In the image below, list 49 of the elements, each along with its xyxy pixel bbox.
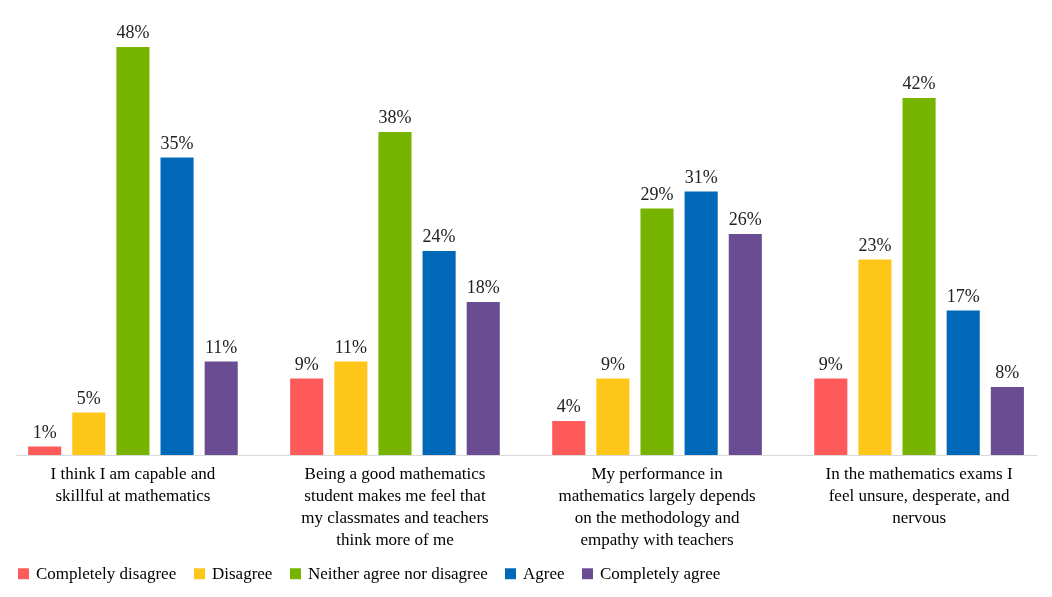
data-label: 9%	[818, 353, 843, 374]
bar	[946, 310, 980, 455]
bar	[422, 251, 456, 455]
data-label: 5%	[76, 387, 101, 408]
legend-label: Agree	[523, 563, 565, 583]
legend-label: Completely agree	[600, 563, 721, 583]
data-label: 48%	[116, 22, 150, 42]
bar	[290, 378, 324, 455]
bar	[466, 302, 500, 455]
data-label: 35%	[160, 132, 194, 153]
bar	[28, 446, 62, 455]
bar	[596, 378, 630, 455]
legend-label: Completely disagree	[36, 563, 177, 583]
bar	[640, 208, 674, 455]
legend-label: Disagree	[212, 563, 273, 583]
data-label: 24%	[422, 226, 456, 246]
data-label: 38%	[378, 107, 412, 127]
bar	[116, 47, 150, 455]
data-label: 9%	[600, 353, 625, 374]
x-tick-label: Being a good mathematics student makes me feel that my classmates and teachers think more of me	[301, 463, 489, 549]
bar	[902, 98, 936, 455]
data-label: 11%	[334, 336, 368, 357]
data-label: 1%	[32, 421, 57, 442]
data-label: 17%	[946, 285, 980, 306]
bar	[552, 421, 586, 455]
bar	[684, 191, 718, 455]
bar	[72, 412, 106, 455]
data-label: 29%	[640, 183, 674, 204]
bar	[728, 234, 762, 455]
bar	[160, 157, 194, 455]
bar	[814, 378, 848, 455]
data-label: 23%	[858, 234, 892, 255]
data-label: 9%	[294, 353, 319, 374]
data-label: 31%	[684, 166, 718, 187]
data-label: 18%	[466, 277, 500, 297]
legend-label: Neither agree nor disagree	[308, 563, 488, 583]
bar	[858, 259, 892, 455]
data-label: 42%	[902, 73, 936, 93]
bar	[334, 361, 368, 455]
x-tick-label: I think I am capable and skillful at mathematics	[50, 463, 216, 505]
bar	[378, 132, 412, 455]
data-label: 8%	[995, 362, 1020, 382]
bar	[990, 387, 1024, 455]
x-tick-label: My performance in mathematics largely depends on the methodology and empathy with teachers	[558, 463, 756, 549]
bar	[204, 361, 238, 455]
data-label: 4%	[556, 396, 581, 416]
data-label: 11%	[205, 336, 238, 357]
x-tick-label: In the mathematics exams I feel unsure, desperate, and nervous	[825, 463, 1013, 527]
data-label: 26%	[728, 209, 762, 229]
